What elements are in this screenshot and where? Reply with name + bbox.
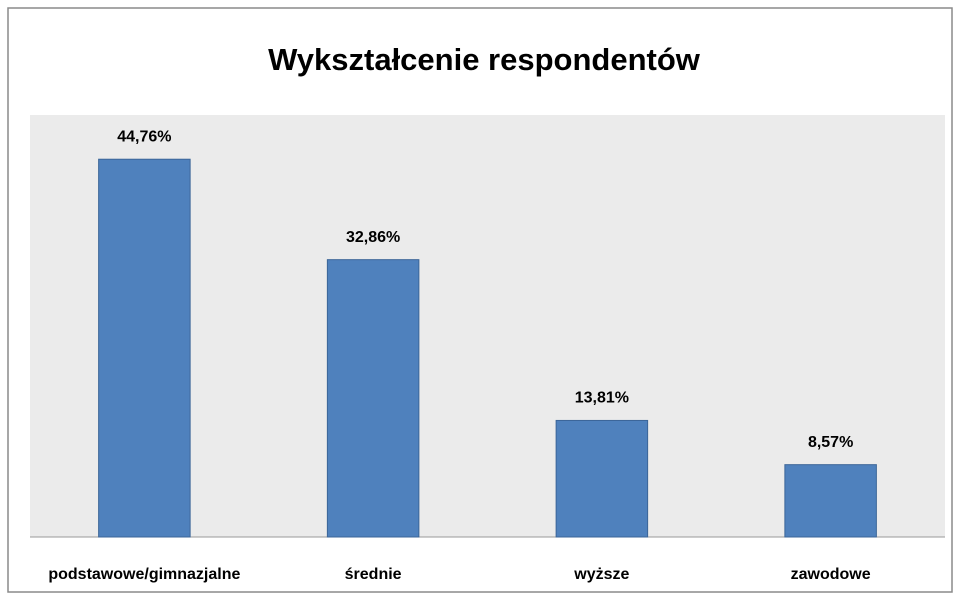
x-tick-label: podstawowe/gimnazjalne: [48, 566, 240, 583]
x-tick-label: wyższe: [573, 566, 629, 583]
x-tick-label: zawodowe: [791, 566, 871, 583]
x-tick-label: średnie: [345, 566, 402, 583]
bar: [555, 419, 649, 538]
chart-title: Wykształcenie respondentów: [268, 42, 701, 77]
data-label: 32,86%: [346, 229, 400, 246]
data-label: 8,57%: [808, 434, 853, 451]
data-label: 44,76%: [117, 128, 171, 145]
bar: [326, 259, 420, 538]
data-label: 13,81%: [575, 390, 629, 407]
bar: [98, 158, 191, 538]
bar: [784, 464, 877, 538]
